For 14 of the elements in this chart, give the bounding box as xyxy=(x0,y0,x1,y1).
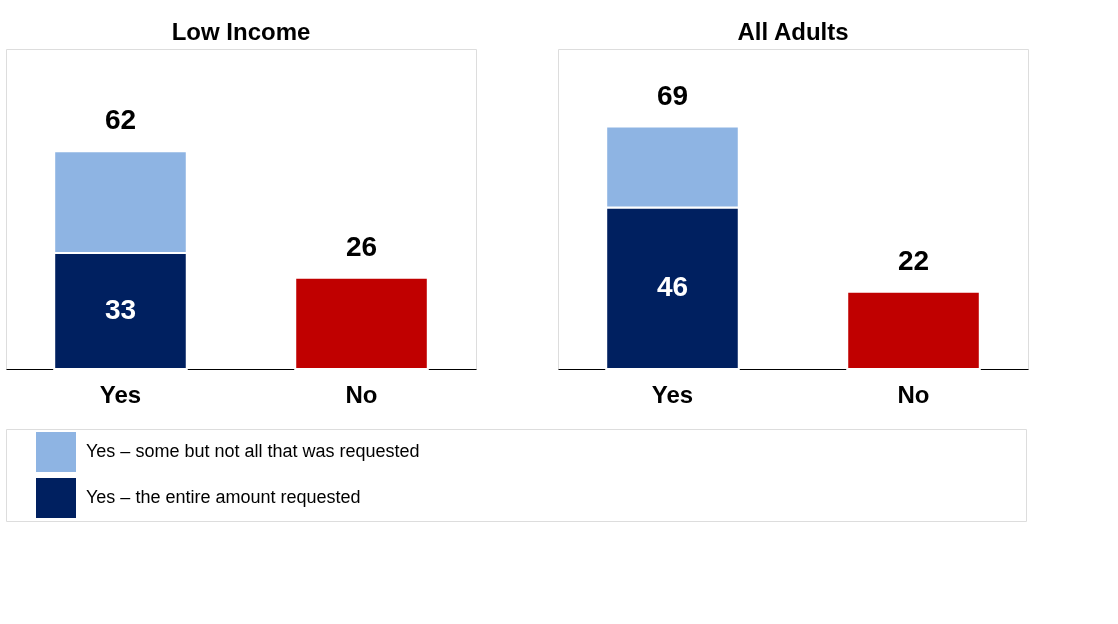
chart-title: Low Income xyxy=(171,18,311,45)
total-label: 26 xyxy=(345,230,378,262)
data-label: 46 xyxy=(656,271,689,303)
legend-label: Yes – some but not all that was requested xyxy=(86,441,420,461)
x-tick-label: Yes xyxy=(651,380,694,408)
chart-title: All Adults xyxy=(737,18,849,45)
total-label: 22 xyxy=(897,244,930,276)
total-label: 69 xyxy=(656,79,689,111)
x-tick-label: No xyxy=(345,380,378,408)
x-tick-label: No xyxy=(897,380,930,408)
data-label: 33 xyxy=(104,294,137,326)
legend-label: Yes – the entire amount requested xyxy=(86,487,361,507)
x-tick-label: Yes xyxy=(99,380,142,408)
total-label: 62 xyxy=(104,104,137,136)
